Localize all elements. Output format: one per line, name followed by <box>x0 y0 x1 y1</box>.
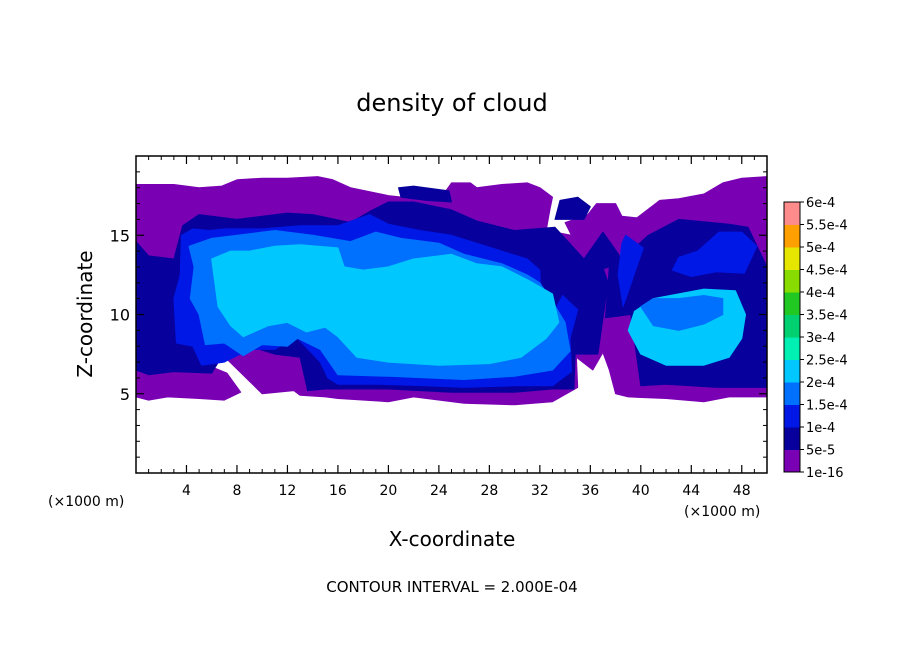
x-unit-right: (×1000 m) <box>684 504 760 520</box>
colorbar-swatch <box>784 269 800 293</box>
colorbar-swatch <box>784 224 800 248</box>
colorbar-label: 1e-4 <box>806 421 835 436</box>
density-region-level-4 <box>211 244 560 366</box>
density-region-level-1 <box>398 185 452 203</box>
x-tick-label: 40 <box>632 483 650 499</box>
colorbar-swatch <box>784 382 800 405</box>
x-tick-label: 36 <box>581 483 599 499</box>
x-tick-label: 24 <box>430 483 448 499</box>
x-axis: 4 8 12 16 20 24 28 32 36 40 44 48 <box>148 156 755 499</box>
colorbar-label: 3.5e-4 <box>806 309 848 324</box>
colorbar-label: 5e-4 <box>806 241 835 256</box>
y-tick-label: 5 <box>120 385 130 404</box>
density-regions <box>135 176 768 406</box>
colorbar-label: 2e-4 <box>806 376 835 391</box>
colorbar-label: 1.5e-4 <box>806 399 848 414</box>
x-tick-label: 28 <box>480 483 498 499</box>
colorbar-label: 5e-5 <box>806 444 835 459</box>
density-region-level-1 <box>554 196 591 220</box>
colorbar-label: 2.5e-4 <box>806 354 848 369</box>
x-axis-label: X-coordinate <box>389 527 516 551</box>
y-tick-label: 10 <box>110 306 130 325</box>
colorbar-label: 4.5e-4 <box>806 264 848 279</box>
x-tick-label: 32 <box>531 483 549 499</box>
colorbar-swatch <box>784 427 800 450</box>
colorbar-swatch <box>784 359 800 383</box>
colorbar-swatch <box>784 337 800 360</box>
x-tick-label: 16 <box>329 483 347 499</box>
colorbar-swatch <box>784 247 800 270</box>
y-tick-label: 15 <box>110 226 130 245</box>
x-unit-left: (×1000 m) <box>48 494 124 510</box>
contour-interval-note: CONTOUR INTERVAL = 2.000E-04 <box>326 578 577 596</box>
chart-title: density of cloud <box>356 89 547 117</box>
colorbar-swatch <box>784 449 800 473</box>
x-tick-label: 48 <box>733 483 751 499</box>
colorbar-swatch <box>784 404 800 428</box>
colorbar-swatch <box>784 314 800 338</box>
y-axis: 5 10 15 <box>110 171 767 458</box>
x-tick-label: 4 <box>182 483 191 499</box>
colorbar-label: 6e-4 <box>806 196 835 211</box>
colorbar-swatch <box>784 292 800 315</box>
x-tick-label: 44 <box>682 483 700 499</box>
density-region-level-2 <box>671 231 758 277</box>
colorbar-label: 4e-4 <box>806 286 835 301</box>
colorbar: 1e-16 5e-5 1e-4 1.5e-4 2e-4 2.5e-4 3e-4 3.5e-4 4… <box>783 196 848 481</box>
colorbar-label: 5.5e-4 <box>806 219 848 234</box>
colorbar-swatch <box>784 202 800 225</box>
x-tick-label: 8 <box>232 483 241 499</box>
colorbar-label: 1e-16 <box>806 466 844 481</box>
density-region-level-2 <box>617 234 644 308</box>
colorbar-label: 3e-4 <box>806 331 835 346</box>
x-tick-label: 12 <box>279 483 297 499</box>
density-region-level-3 <box>640 295 724 331</box>
y-axis-label: Z-coordinate <box>73 250 97 377</box>
x-tick-label: 20 <box>379 483 397 499</box>
